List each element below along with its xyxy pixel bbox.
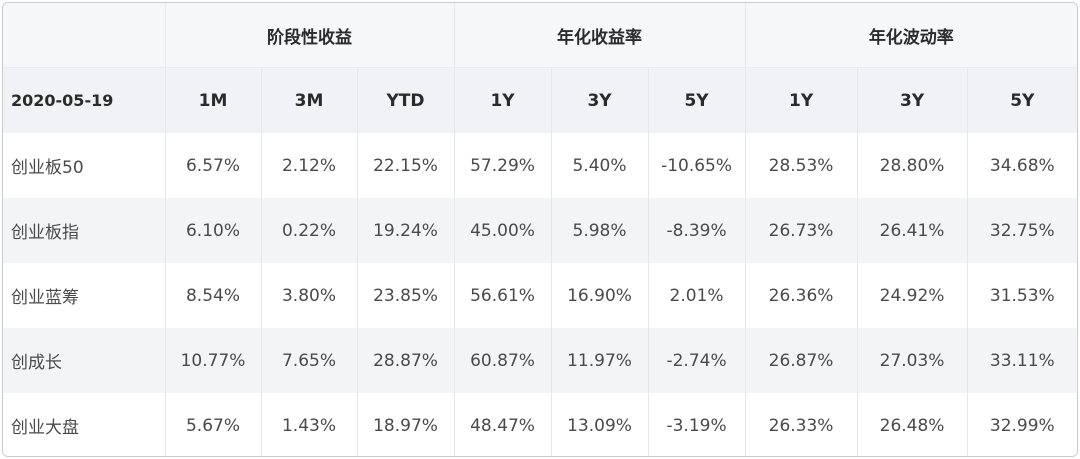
table-cell: 22.15% [357, 133, 455, 198]
table-cell: 34.68% [967, 133, 1077, 198]
table-cell: 7.65% [261, 328, 358, 393]
period-header: 1M [165, 67, 262, 133]
table-row: 创业板指 6.10% 0.22% 19.24% 45.00% 5.98% -8.… [3, 198, 1077, 263]
table-cell: -3.19% [648, 393, 746, 456]
table-cell: 57.29% [454, 133, 552, 198]
table-cell: 28.80% [857, 133, 968, 198]
index-name: 创业蓝筹 [3, 263, 166, 328]
table-cell: 10.77% [165, 328, 262, 393]
table-cell: 18.97% [357, 393, 455, 456]
period-header: 3M [261, 67, 358, 133]
period-header: YTD [357, 67, 455, 133]
table-cell: 26.41% [857, 198, 968, 263]
index-name: 创业板50 [3, 133, 166, 198]
table-cell: 26.73% [745, 198, 858, 263]
table-cell: 45.00% [454, 198, 552, 263]
table-cell: 26.87% [745, 328, 858, 393]
period-header: 5Y [648, 67, 746, 133]
group-header-period-return: 阶段性收益 [165, 3, 455, 68]
table-cell: 2.01% [648, 263, 746, 328]
index-name: 创业大盘 [3, 393, 166, 456]
table-row: 创业板50 6.57% 2.12% 22.15% 57.29% 5.40% -1… [3, 133, 1077, 198]
table-cell: 32.99% [967, 393, 1077, 456]
table-row: 创业蓝筹 8.54% 3.80% 23.85% 56.61% 16.90% 2.… [3, 263, 1077, 328]
table-cell: 23.85% [357, 263, 455, 328]
table-cell: 60.87% [454, 328, 552, 393]
table-cell: 48.47% [454, 393, 552, 456]
table-cell: 33.11% [967, 328, 1077, 393]
table-cell: 26.48% [857, 393, 968, 456]
table-row: 创成长 10.77% 7.65% 28.87% 60.87% 11.97% -2… [3, 328, 1077, 393]
period-header: 3Y [857, 67, 968, 133]
corner-cell [3, 3, 166, 68]
table-cell: 16.90% [551, 263, 649, 328]
table-cell: 1.43% [261, 393, 358, 456]
table-cell: 32.75% [967, 198, 1077, 263]
table-cell: 0.22% [261, 198, 358, 263]
group-header-annualized-return: 年化收益率 [454, 3, 746, 68]
table-cell: 56.61% [454, 263, 552, 328]
period-header-row: 2020-05-19 1M 3M YTD 1Y 3Y 5Y 1Y 3Y 5Y [3, 67, 1077, 133]
period-header: 1Y [745, 67, 858, 133]
table-cell: 24.92% [857, 263, 968, 328]
table-cell: 3.80% [261, 263, 358, 328]
table-cell: 28.53% [745, 133, 858, 198]
index-name: 创业板指 [3, 198, 166, 263]
group-header-annualized-volatility: 年化波动率 [745, 3, 1077, 68]
table-row: 创业大盘 5.67% 1.43% 18.97% 48.47% 13.09% -3… [3, 393, 1077, 456]
period-header: 1Y [454, 67, 552, 133]
table-cell: 27.03% [857, 328, 968, 393]
table-cell: -2.74% [648, 328, 746, 393]
group-header-row: 阶段性收益 年化收益率 年化波动率 [3, 3, 1077, 68]
table-cell: 6.57% [165, 133, 262, 198]
table-cell: 13.09% [551, 393, 649, 456]
performance-table: 阶段性收益 年化收益率 年化波动率 2020-05-19 1M 3M YTD 1… [3, 3, 1077, 456]
table-cell: -10.65% [648, 133, 746, 198]
as-of-date: 2020-05-19 [3, 67, 166, 133]
table-cell: 5.67% [165, 393, 262, 456]
table-cell: -8.39% [648, 198, 746, 263]
table-cell: 5.98% [551, 198, 649, 263]
table-cell: 11.97% [551, 328, 649, 393]
period-header: 5Y [967, 67, 1077, 133]
table-cell: 31.53% [967, 263, 1077, 328]
table-cell: 5.40% [551, 133, 649, 198]
table-cell: 26.33% [745, 393, 858, 456]
index-name: 创成长 [3, 328, 166, 393]
table-cell: 2.12% [261, 133, 358, 198]
table-cell: 8.54% [165, 263, 262, 328]
period-header: 3Y [551, 67, 649, 133]
table-cell: 26.36% [745, 263, 858, 328]
table-cell: 28.87% [357, 328, 455, 393]
table-cell: 19.24% [357, 198, 455, 263]
table-cell: 6.10% [165, 198, 262, 263]
